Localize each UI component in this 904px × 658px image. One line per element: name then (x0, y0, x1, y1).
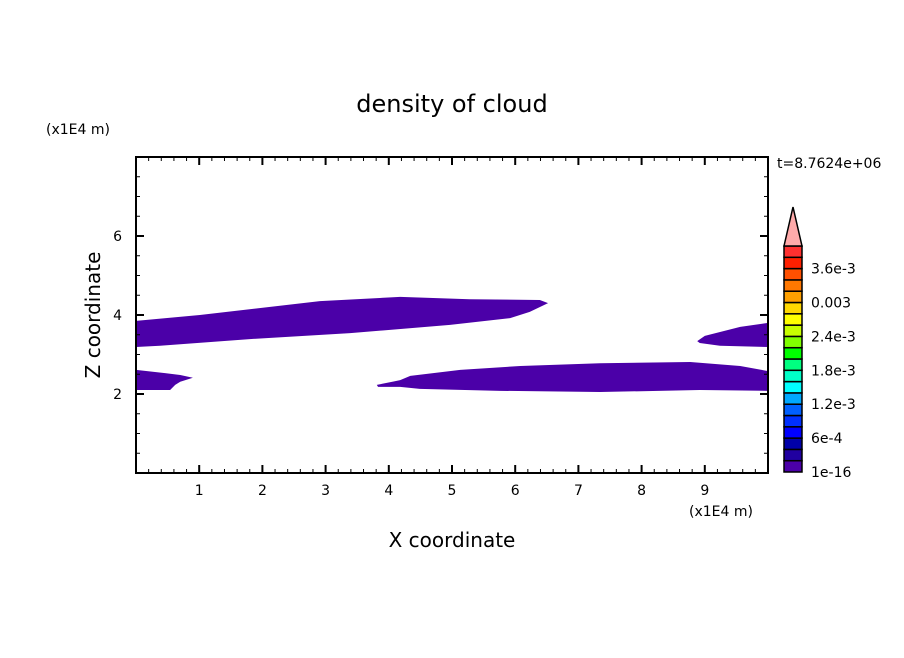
colorbar-box (783, 448, 803, 462)
colorbar-box (783, 369, 803, 383)
x-tick-label: 5 (448, 483, 457, 499)
x-tick-label: 4 (384, 483, 393, 499)
x-tick-label: 1 (195, 483, 204, 499)
colorbar-box (783, 414, 803, 428)
x-tick-label: 7 (574, 483, 583, 499)
cloud-region (136, 296, 549, 347)
time-label: t=8.7624e+06 (777, 156, 881, 172)
y-tick-label: 6 (113, 229, 122, 245)
x-tick-label: 2 (258, 483, 267, 499)
colorbar-overflow-triangle (783, 206, 803, 247)
colorbar-box (783, 245, 803, 259)
colorbar-box (783, 313, 803, 326)
x-axis-label: X coordinate (389, 528, 516, 552)
colorbar-box (783, 403, 803, 417)
axes: 1 2 3 4 5 6 7 8 9 2 4 6 (113, 156, 769, 499)
colorbar-box (783, 256, 803, 270)
contour-regions (136, 296, 768, 393)
colorbar-box (783, 301, 803, 315)
colorbar-box (783, 290, 803, 304)
cloud-region (136, 369, 193, 391)
colorbar: 1e-16 6e-4 1.2e-3 1.8e-3 2.4e-3 0.003 3.6e-3 (783, 206, 856, 481)
y-axis-label: Z coordinate (81, 252, 105, 379)
colorbar-box (783, 279, 803, 292)
x-tick-label: 6 (511, 483, 520, 499)
y-tick-label: 4 (113, 308, 122, 324)
colorbar-box (783, 324, 803, 338)
x-tick-label: 8 (637, 483, 646, 499)
cloud-region (697, 322, 768, 347)
colorbar-box (783, 346, 803, 360)
x-tick-label: 3 (321, 483, 330, 499)
cloud-region (376, 362, 768, 393)
colorbar-box (783, 335, 803, 349)
colorbar-box (783, 392, 803, 405)
colorbar-label: 6e-4 (811, 431, 843, 447)
colorbar-label: 1e-16 (811, 465, 851, 481)
colorbar-box (783, 358, 803, 372)
chart-title: density of cloud (356, 90, 547, 118)
colorbar-label: 1.2e-3 (811, 397, 856, 413)
x-tick-label: 9 (700, 483, 709, 499)
colorbar-box (783, 380, 803, 394)
colorbar-label: 2.4e-3 (811, 329, 856, 345)
y-unit-label: (x1E4 m) (46, 122, 110, 138)
colorbar-label: 0.003 (811, 296, 851, 312)
colorbar-label: 3.6e-3 (811, 262, 856, 278)
colorbar-box (783, 267, 803, 281)
x-unit-label: (x1E4 m) (689, 504, 753, 520)
colorbar-label: 1.8e-3 (811, 363, 856, 379)
colorbar-box (783, 459, 803, 473)
colorbar-box (783, 426, 803, 439)
colorbar-box (783, 437, 803, 451)
y-tick-label: 2 (113, 387, 122, 403)
